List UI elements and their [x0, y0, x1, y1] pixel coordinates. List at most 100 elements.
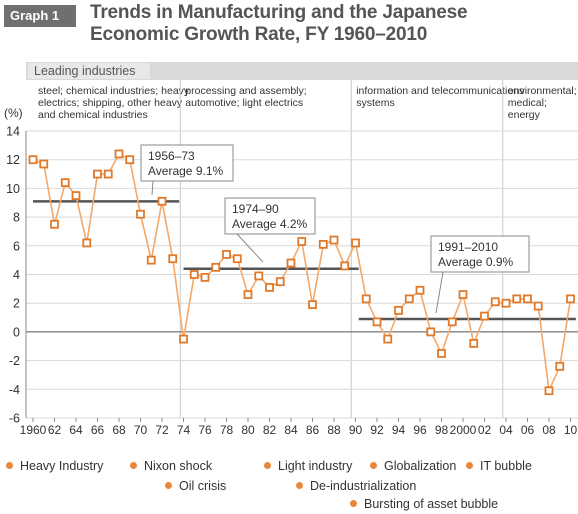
- legend-dot: [370, 462, 377, 469]
- legend-label: De-industrialization: [310, 479, 417, 493]
- era-label: electrics; shipping, other heavy: [38, 97, 183, 109]
- average-value-label: Average 9.1%: [148, 164, 223, 178]
- legend-item: Oil crisis: [165, 479, 226, 493]
- era-header-label: Leading industries: [34, 64, 135, 78]
- data-point: [93, 169, 102, 179]
- average-callout-box: [224, 197, 316, 235]
- data-point: [372, 317, 382, 327]
- data-point: [566, 294, 575, 304]
- data-point: [351, 238, 360, 248]
- data-point: [114, 149, 124, 159]
- x-tick-label: 96: [413, 423, 427, 437]
- era-header-tab: [28, 63, 150, 79]
- legend-label: Bursting of asset bubble: [364, 497, 499, 511]
- x-tick-label: 94: [392, 423, 406, 437]
- data-point: [533, 301, 543, 311]
- y-tick-label: 12: [6, 153, 20, 167]
- x-tick-label: 66: [91, 423, 105, 437]
- x-tick-label: 86: [306, 423, 320, 437]
- data-point: [415, 285, 425, 295]
- x-tick-label: 64: [69, 423, 83, 437]
- y-tick-label: 0: [13, 325, 20, 339]
- average-value-label: Average 0.9%: [438, 255, 513, 269]
- data-point: [189, 270, 199, 279]
- legend-item: Bursting of asset bubble: [350, 497, 498, 511]
- x-tick-label: 68: [112, 423, 126, 437]
- era-label: systems: [356, 97, 395, 109]
- chart-title: Trends in Manufacturing and the Japanese…: [90, 2, 468, 46]
- legend-label: IT bubble: [480, 459, 532, 473]
- data-point: [243, 290, 253, 299]
- x-tick-label: 76: [198, 423, 212, 437]
- x-tick-label: 90: [349, 423, 363, 437]
- data-point: [329, 235, 339, 245]
- y-tick-label: 2: [13, 297, 20, 311]
- legend-item: Light industry: [264, 459, 352, 473]
- legend-dot: [165, 482, 172, 489]
- legend-item: Nixon shock: [130, 459, 212, 473]
- legend-dot: [350, 500, 357, 507]
- data-point: [146, 255, 156, 265]
- x-tick-label: 04: [499, 423, 513, 437]
- legend-dot: [466, 462, 473, 469]
- data-point: [480, 311, 489, 321]
- graph-number-badge: Graph 1: [4, 5, 76, 27]
- x-tick-label: 74: [177, 423, 191, 437]
- y-tick-label: 6: [13, 239, 20, 253]
- era-label: and chemical industries: [38, 109, 148, 121]
- x-tick-label: 98: [435, 423, 449, 437]
- legend-label: Light industry: [278, 459, 353, 473]
- data-point: [103, 169, 113, 179]
- x-tick-label: 92: [370, 423, 384, 437]
- data-point: [383, 334, 393, 344]
- era-header-bar: [26, 62, 578, 80]
- data-point: [286, 258, 296, 268]
- data-point: [157, 196, 167, 206]
- average-callout-pointer: [435, 271, 444, 314]
- y-tick-label: 14: [6, 125, 20, 139]
- data-point: [60, 178, 70, 188]
- era-label: medical;: [508, 97, 547, 109]
- legend-label: Heavy Industry: [20, 459, 104, 473]
- data-point: [200, 272, 210, 282]
- data-point: [394, 305, 403, 315]
- x-tick-label: 78: [220, 423, 234, 437]
- legend-label: Oil crisis: [179, 479, 227, 493]
- legend-label: Nixon shock: [144, 459, 213, 473]
- data-point: [297, 237, 307, 246]
- legend-item: IT bubble: [466, 459, 532, 473]
- y-tick-label: 10: [6, 182, 20, 196]
- data-point: [254, 271, 264, 281]
- era-label: processing and assembly;: [185, 85, 306, 97]
- x-tick-label: 10: [564, 423, 578, 437]
- average-callout-box: [430, 235, 530, 273]
- data-point: [136, 209, 145, 219]
- x-tick-label: 06: [521, 423, 535, 437]
- data-point: [265, 283, 274, 292]
- y-tick-label: -2: [9, 354, 20, 368]
- chart-title-line-2: Economic Growth Rate, FY 1960–2010: [90, 24, 428, 45]
- era-label: steel; chemical industries; heavy: [38, 85, 190, 97]
- y-tick-label: -6: [9, 412, 20, 426]
- era-label: information and telecommunications: [356, 85, 524, 97]
- era-label: automotive; light electrics: [185, 97, 303, 109]
- data-point: [426, 327, 436, 337]
- x-tick-label: 02: [478, 423, 492, 437]
- data-point: [340, 261, 350, 271]
- data-point: [179, 334, 188, 344]
- data-point: [39, 159, 49, 169]
- x-tick-label: 2000: [450, 423, 477, 437]
- legend-dot: [130, 462, 137, 469]
- legend-item: Heavy Industry: [6, 459, 103, 473]
- chart-title-line-1: Trends in Manufacturing and the Japanese: [90, 2, 468, 23]
- x-tick-label: 84: [284, 423, 298, 437]
- data-point: [437, 349, 446, 358]
- y-tick-label: -4: [9, 383, 20, 397]
- average-callout-box: [140, 144, 234, 182]
- average-period-label: 1974–90: [232, 202, 279, 216]
- x-tick-label: 80: [241, 423, 255, 437]
- era-label: environmental;: [508, 85, 577, 97]
- data-point: [544, 386, 554, 396]
- legend-dot: [264, 462, 271, 469]
